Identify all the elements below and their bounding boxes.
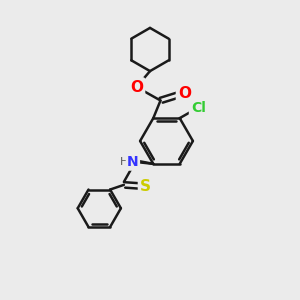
Text: Cl: Cl: [191, 100, 206, 115]
Text: O: O: [130, 80, 143, 94]
Text: H: H: [127, 154, 137, 167]
Text: H: H: [120, 157, 129, 167]
Text: N: N: [127, 155, 139, 170]
Text: S: S: [140, 179, 151, 194]
Text: O: O: [178, 85, 191, 100]
